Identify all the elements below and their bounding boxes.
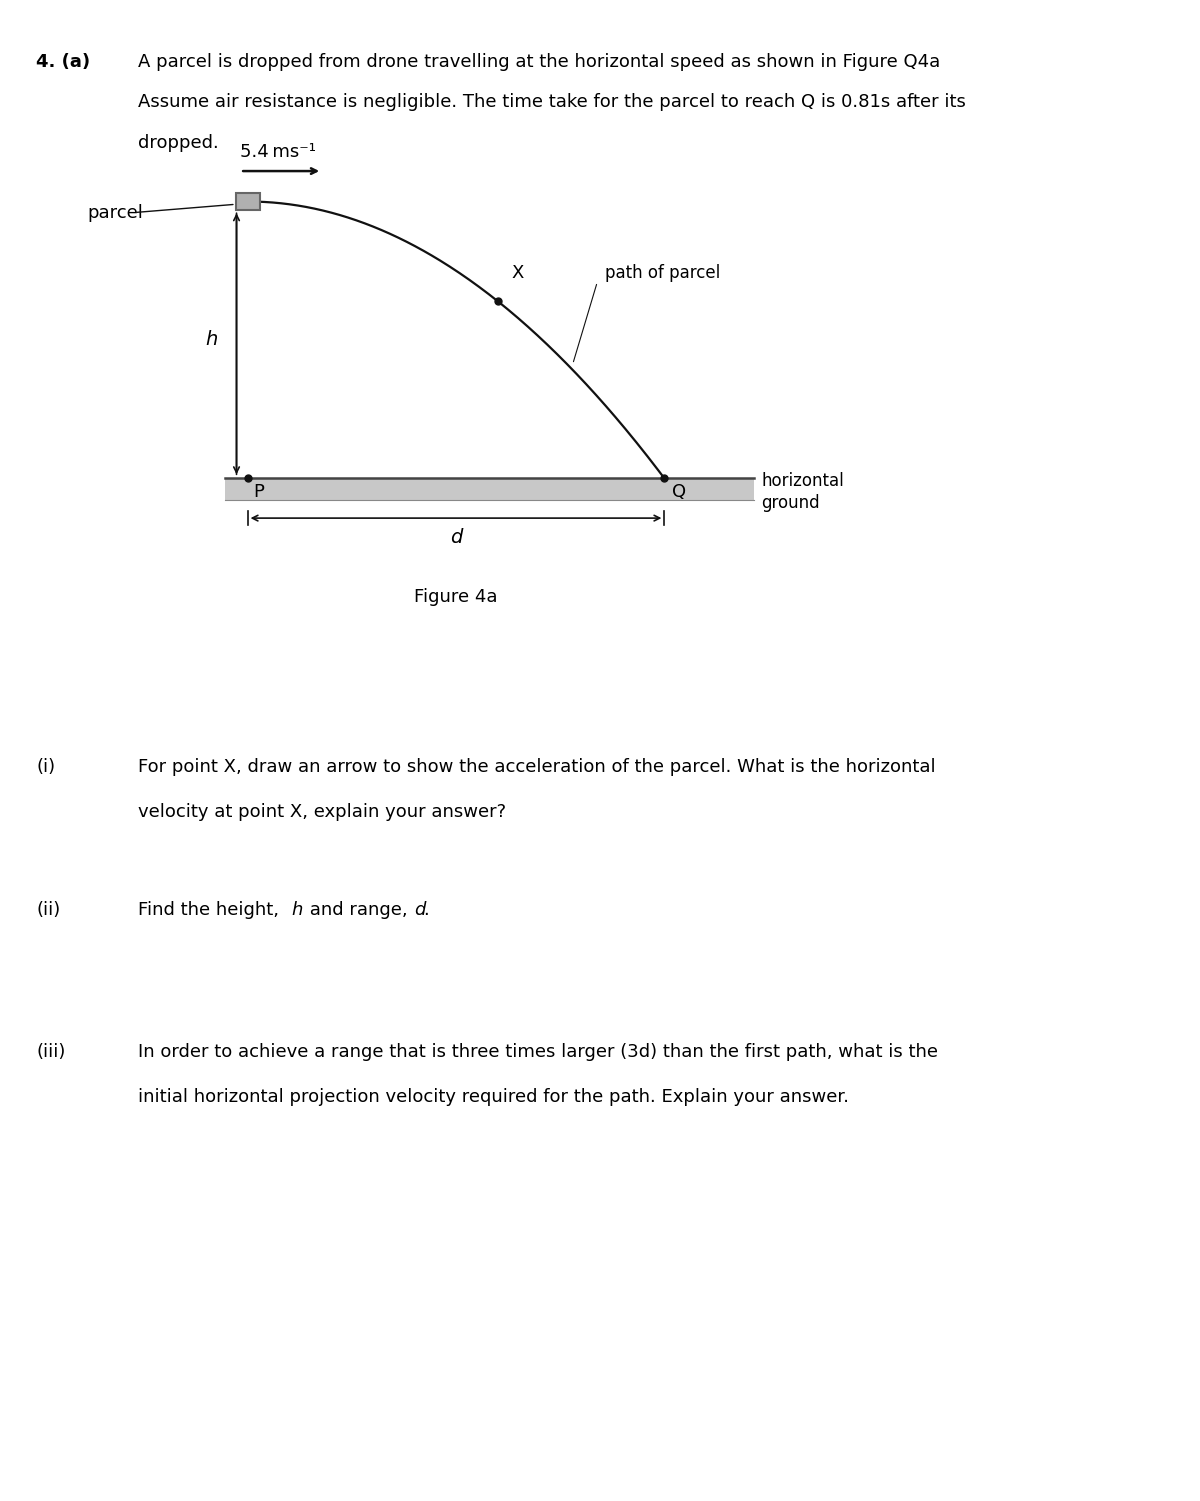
- Text: Assume air resistance is negligible. The time take for the parcel to reach Q is : Assume air resistance is negligible. The…: [138, 93, 966, 111]
- Bar: [226, 479, 754, 500]
- Text: h: h: [205, 330, 218, 350]
- Text: Figure 4a: Figure 4a: [414, 588, 498, 606]
- Text: Find the height,: Find the height,: [138, 901, 284, 919]
- Text: 4. (a): 4. (a): [36, 53, 90, 71]
- Text: dropped.: dropped.: [138, 134, 218, 152]
- Text: horizontal: horizontal: [761, 471, 844, 489]
- Text: ground: ground: [761, 494, 820, 512]
- Text: d: d: [414, 901, 425, 919]
- Text: For point X, draw an arrow to show the acceleration of the parcel. What is the h: For point X, draw an arrow to show the a…: [138, 758, 936, 776]
- Text: and range,: and range,: [304, 901, 413, 919]
- Text: h: h: [292, 901, 302, 919]
- Text: Q: Q: [672, 483, 686, 501]
- Text: d: d: [450, 528, 462, 546]
- Text: A parcel is dropped from drone travelling at the horizontal speed as shown in Fi: A parcel is dropped from drone travellin…: [138, 53, 941, 71]
- Text: initial horizontal projection velocity required for the path. Explain your answe: initial horizontal projection velocity r…: [138, 1088, 850, 1106]
- Bar: [235, 192, 259, 210]
- Text: (iii): (iii): [36, 1043, 65, 1061]
- Text: P: P: [253, 483, 264, 501]
- Text: (ii): (ii): [36, 901, 60, 919]
- Text: parcel: parcel: [88, 204, 144, 222]
- Text: .: .: [424, 901, 430, 919]
- Text: 5.4 ms⁻¹: 5.4 ms⁻¹: [240, 143, 317, 161]
- Text: (i): (i): [36, 758, 55, 776]
- Text: velocity at point X, explain your answer?: velocity at point X, explain your answer…: [138, 803, 506, 821]
- Text: path of parcel: path of parcel: [605, 264, 720, 282]
- Text: X: X: [511, 264, 523, 282]
- Text: In order to achieve a range that is three times larger (3d) than the first path,: In order to achieve a range that is thre…: [138, 1043, 938, 1061]
